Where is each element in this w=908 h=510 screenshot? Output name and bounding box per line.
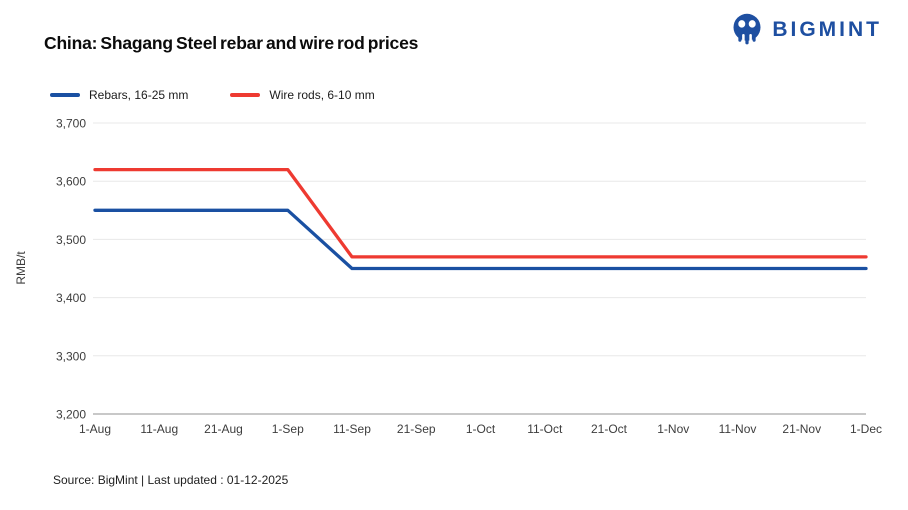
source-note: Source: BigMint | Last updated : 01-12-2… (53, 473, 289, 487)
legend-item-rebars: Rebars, 16-25 mm (50, 88, 188, 102)
x-axis-tick-label: 1-Aug (79, 422, 111, 436)
x-axis-tick-label: 11-Aug (140, 422, 178, 436)
y-axis-tick-label: 3,500 (56, 233, 86, 247)
x-axis-tick-label: 21-Nov (782, 422, 821, 436)
x-axis-tick-label: 11-Nov (719, 422, 757, 436)
y-axis-tick-label: 3,600 (56, 175, 86, 189)
legend-item-wire-rods: Wire rods, 6-10 mm (230, 88, 375, 102)
y-axis-title: RMB/t (14, 251, 28, 285)
legend-label-wire-rods: Wire rods, 6-10 mm (269, 88, 375, 102)
y-axis-tick-label: 3,200 (56, 408, 86, 422)
x-axis-tick-label: 1-Oct (466, 422, 496, 436)
bigmint-logo: BIGMINT (729, 9, 882, 51)
bigmint-logo-text: BIGMINT (772, 18, 882, 41)
y-axis-tick-label: 3,700 (56, 117, 86, 131)
x-axis-tick-label: 21-Aug (204, 422, 243, 436)
x-axis-tick-label: 1-Sep (272, 422, 304, 436)
y-axis-tick-label: 3,400 (56, 291, 86, 305)
x-axis-tick-label: 1-Dec (850, 422, 882, 436)
y-axis-tick-label: 3,300 (56, 349, 86, 363)
series-line-wire-rods-6-10-mm (93, 167, 868, 259)
x-axis-tick-label: 21-Sep (397, 422, 436, 436)
legend-label-rebars: Rebars, 16-25 mm (89, 88, 189, 102)
x-axis-tick-label: 11-Oct (527, 422, 563, 436)
chart-legend: Rebars, 16-25 mm Wire rods, 6-10 mm (50, 88, 375, 102)
wire-rods-line-swatch (230, 93, 261, 97)
x-axis-tick-label: 11-Sep (333, 422, 371, 436)
bigmint-logo-icon (733, 13, 761, 45)
rebars-line-swatch (50, 93, 80, 97)
page-title: China: Shagang Steel rebar and wire rod … (44, 33, 419, 53)
x-axis-tick-label: 1-Nov (657, 422, 689, 436)
x-axis-tick-label: 21-Oct (591, 422, 628, 436)
series-line-rebars-16-25-mm (93, 208, 868, 271)
